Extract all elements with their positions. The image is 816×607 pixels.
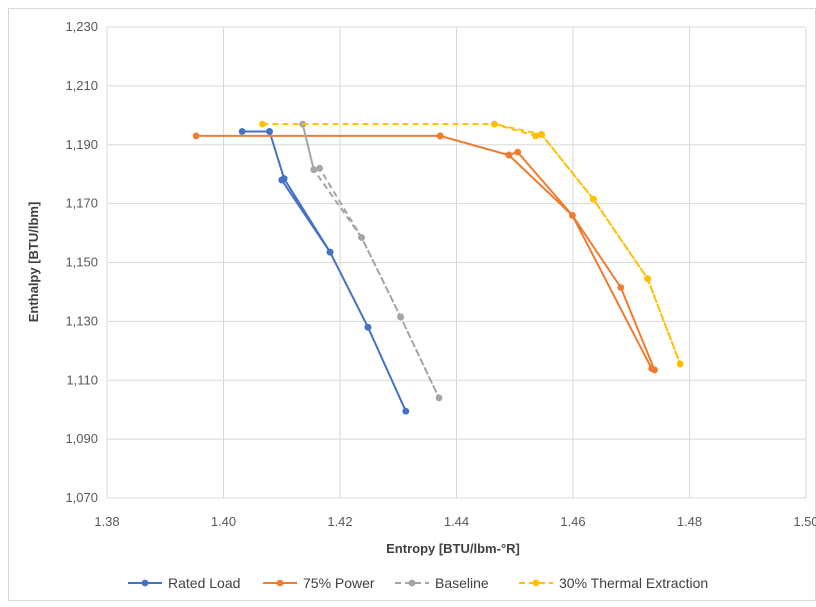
x-tick-label: 1.44 [444,514,469,529]
x-tick-label: 1.48 [677,514,702,529]
data-point-30-thermal-extraction [490,120,498,128]
y-tick-label: 1,170 [65,196,98,211]
y-tick-label: 1,150 [65,255,98,270]
data-point-rated-load [266,128,273,135]
data-point-75-power [505,151,513,159]
legend-item-75-power: 75% Power [263,575,375,591]
data-point-30-thermal-extraction [676,360,684,368]
legend-label: Rated Load [168,575,240,591]
series-layer [192,120,684,415]
data-point-baseline [397,313,404,321]
data-point-baseline [435,394,443,402]
series-75-power [192,132,658,374]
data-point-30-thermal-extraction [532,132,540,140]
y-tick-label: 1,130 [65,313,98,328]
data-point-rated-load [238,128,246,135]
y-tick-label: 1,090 [65,431,98,446]
legend-item-30-thermal-extraction: 30% Thermal Extraction [519,575,708,591]
data-point-30-thermal-extraction [589,195,597,203]
series-rated-load [238,128,410,415]
data-point-rated-load [280,175,288,183]
chart-border [8,8,816,601]
data-point-75-power [648,365,656,372]
data-point-rated-load [402,407,410,415]
legend-swatch-marker [408,579,416,587]
y-tick-label: 1,230 [65,19,98,34]
legend-swatch-marker [141,579,149,587]
data-point-30-thermal-extraction [259,120,266,128]
legend: Rated Load 75% Power Baseline 30% Thermal E… [128,575,708,591]
series-30-thermal-extraction [259,120,684,368]
series-baseline [299,120,443,402]
data-point-rated-load [364,323,372,331]
data-point-rated-load [326,248,334,256]
y-axis-title: Enthalpy [BTU/lbm] [26,202,41,323]
legend-label: 30% Thermal Extraction [559,575,708,591]
tick-layer: 1,070 1,090 1,110 1,130 1,150 1,170 1,190 1,210… [65,19,816,529]
legend-swatch-marker [532,579,540,587]
legend-swatch-marker [276,579,284,587]
data-point-75-power [436,132,444,140]
y-tick-label: 1,210 [65,78,98,93]
y-tick-label: 1,110 [66,372,98,387]
data-point-75-power [514,148,522,156]
legend-item-rated-load: Rated Load [128,575,240,591]
legend-item-baseline: Baseline [395,575,489,591]
data-point-30-thermal-extraction [644,275,651,283]
y-tick-label: 1,190 [65,137,98,152]
data-point-75-power [192,132,200,140]
legend-label: 75% Power [303,575,375,591]
x-tick-label: 1.46 [560,514,585,529]
data-point-baseline [316,164,324,172]
legend-label: Baseline [435,575,489,591]
data-point-baseline [358,234,365,241]
x-tick-label: 1.40 [211,514,236,529]
grid-layer [106,26,807,499]
data-point-75-power [617,284,625,291]
data-point-baseline [310,166,318,174]
x-tick-label: 1.38 [94,514,119,529]
x-tick-label: 1.50 [793,514,816,529]
y-tick-label: 1,070 [65,490,98,505]
data-point-75-power [569,212,576,219]
x-tick-label: 1.42 [327,514,352,529]
data-point-30-thermal-extraction [538,131,545,138]
x-axis-title: Entropy [BTU/lbm-°R] [386,541,520,556]
